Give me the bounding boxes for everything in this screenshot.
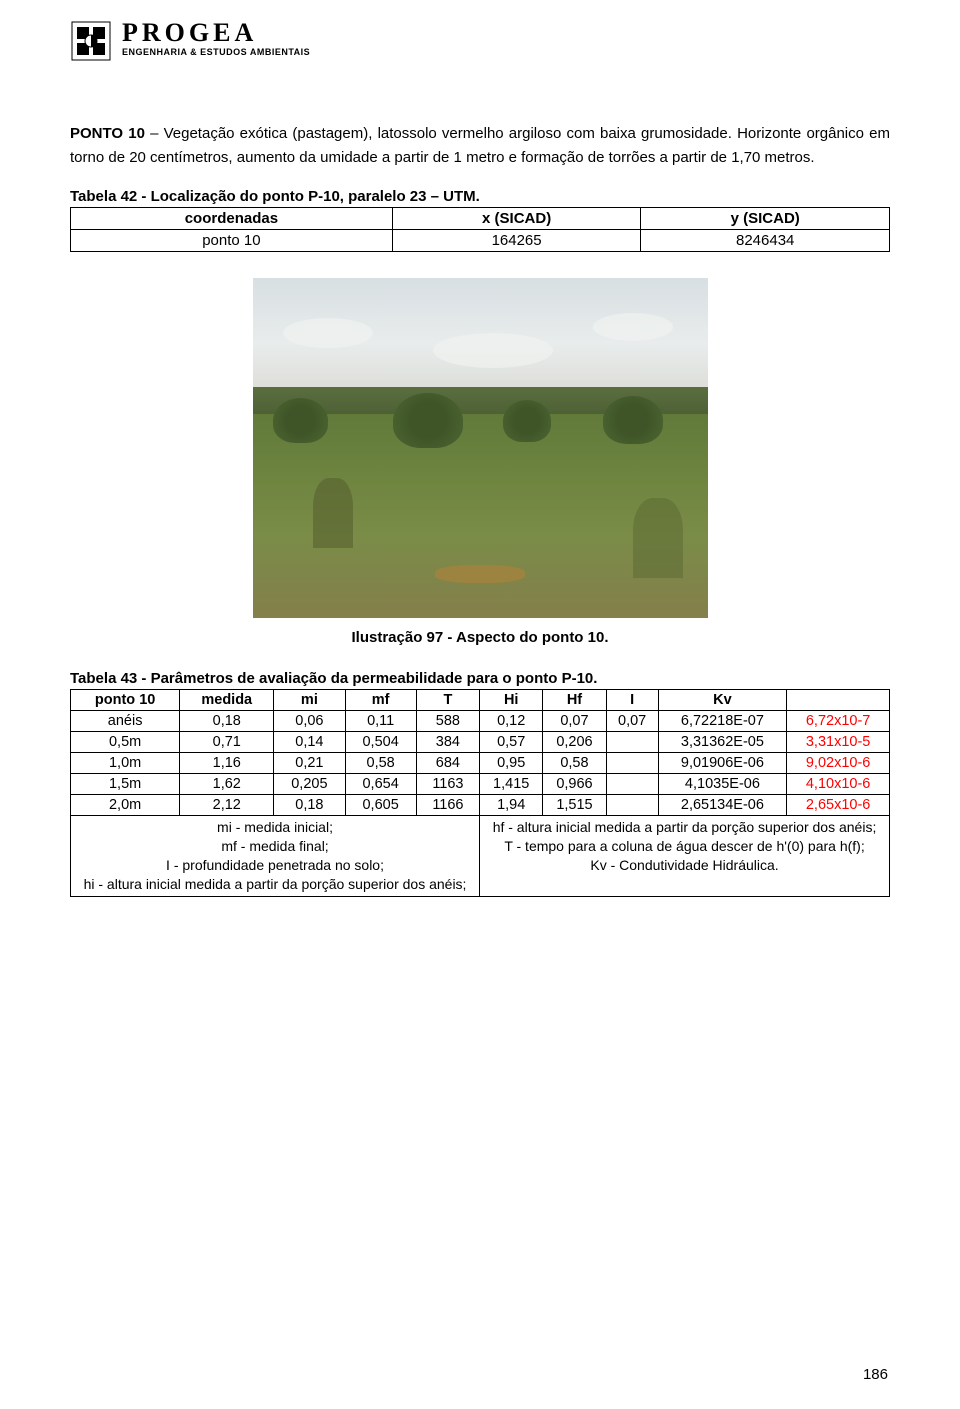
param-cell: 1163 (416, 774, 479, 795)
param-cell: 1,0m (71, 753, 180, 774)
param-cell: 4,1035E-06 (658, 774, 787, 795)
param-cell: 0,71 (180, 732, 274, 753)
param-cell: 0,12 (480, 711, 543, 732)
intro-rest: – Vegetação exótica (pastagem), latossol… (70, 125, 890, 166)
param-cell: 0,21 (274, 753, 345, 774)
coord-header: coordenadas (71, 208, 393, 230)
param-cell (606, 732, 658, 753)
logo-text: PROGEA ENGENHARIA & ESTUDOS AMBIENTAIS (122, 20, 310, 57)
param-cell: 0,5m (71, 732, 180, 753)
param-table: ponto 10 medida mi mf T Hi Hf I Kv anéis… (70, 689, 890, 897)
param-cell: 0,18 (180, 711, 274, 732)
param-cell: 9,01906E-06 (658, 753, 787, 774)
param-cell: 0,654 (345, 774, 416, 795)
legend-left: mi - medida inicial; mf - medida final; … (71, 816, 480, 897)
param-cell-kv: 3,31x10-5 (787, 732, 890, 753)
param-cell: 588 (416, 711, 479, 732)
param-cell: 0,07 (543, 711, 606, 732)
coord-table: coordenadas x (SICAD) y (SICAD) ponto 10… (70, 207, 890, 252)
param-cell: 0,14 (274, 732, 345, 753)
param-cell: 0,07 (606, 711, 658, 732)
param-cell-kv: 6,72x10-7 (787, 711, 890, 732)
param-cell: 0,605 (345, 795, 416, 816)
intro-paragraph: PONTO 10 – Vegetação exótica (pastagem),… (70, 122, 890, 170)
param-cell (606, 795, 658, 816)
param-cell: 1,515 (543, 795, 606, 816)
param-header: Hi (480, 690, 543, 711)
param-cell: 2,0m (71, 795, 180, 816)
logo-sub: ENGENHARIA & ESTUDOS AMBIENTAIS (122, 48, 310, 57)
param-cell: 684 (416, 753, 479, 774)
page-number: 186 (863, 1366, 888, 1383)
param-cell: 0,57 (480, 732, 543, 753)
figure-caption: Ilustração 97 - Aspecto do ponto 10. (70, 629, 890, 646)
param-header: Kv (658, 690, 787, 711)
param-cell: 0,504 (345, 732, 416, 753)
coord-cell: ponto 10 (71, 230, 393, 252)
param-cell: 0,206 (543, 732, 606, 753)
param-cell: 6,72218E-07 (658, 711, 787, 732)
logo-icon (70, 20, 112, 62)
param-cell-kv: 4,10x10-6 (787, 774, 890, 795)
param-cell (606, 753, 658, 774)
param-cell: 0,06 (274, 711, 345, 732)
coord-cell: 8246434 (641, 230, 890, 252)
param-cell: 0,966 (543, 774, 606, 795)
param-cell: 0,58 (345, 753, 416, 774)
param-header: mf (345, 690, 416, 711)
param-cell: 0,95 (480, 753, 543, 774)
param-cell: 1,62 (180, 774, 274, 795)
intro-lead: PONTO 10 (70, 125, 145, 142)
param-header: T (416, 690, 479, 711)
param-header: medida (180, 690, 274, 711)
param-cell: 384 (416, 732, 479, 753)
param-cell: 1,16 (180, 753, 274, 774)
coord-cell: 164265 (392, 230, 641, 252)
coord-header: y (SICAD) (641, 208, 890, 230)
coord-header: x (SICAD) (392, 208, 641, 230)
param-cell: 1,94 (480, 795, 543, 816)
param-header: ponto 10 (71, 690, 180, 711)
param-cell: anéis (71, 711, 180, 732)
param-cell: 1,5m (71, 774, 180, 795)
param-table-caption: Tabela 43 - Parâmetros de avaliação da p… (70, 670, 890, 687)
param-cell (606, 774, 658, 795)
param-cell: 1166 (416, 795, 479, 816)
param-cell: 2,65134E-06 (658, 795, 787, 816)
param-header: mi (274, 690, 345, 711)
param-header: I (606, 690, 658, 711)
param-cell: 1,415 (480, 774, 543, 795)
page-header: PROGEA ENGENHARIA & ESTUDOS AMBIENTAIS (70, 20, 890, 62)
param-cell-kv: 9,02x10-6 (787, 753, 890, 774)
figure-wrap: Ilustração 97 - Aspecto do ponto 10. (70, 278, 890, 646)
logo-main: PROGEA (122, 20, 310, 46)
param-header (787, 690, 890, 711)
field-photo (253, 278, 708, 618)
param-cell: 0,205 (274, 774, 345, 795)
param-cell: 0,11 (345, 711, 416, 732)
param-cell-kv: 2,65x10-6 (787, 795, 890, 816)
param-cell: 0,58 (543, 753, 606, 774)
coord-table-caption: Tabela 42 - Localização do ponto P-10, p… (70, 188, 890, 205)
param-cell: 0,18 (274, 795, 345, 816)
param-cell: 3,31362E-05 (658, 732, 787, 753)
legend-right: hf - altura inicial medida a partir da p… (480, 816, 890, 897)
param-cell: 2,12 (180, 795, 274, 816)
param-header: Hf (543, 690, 606, 711)
